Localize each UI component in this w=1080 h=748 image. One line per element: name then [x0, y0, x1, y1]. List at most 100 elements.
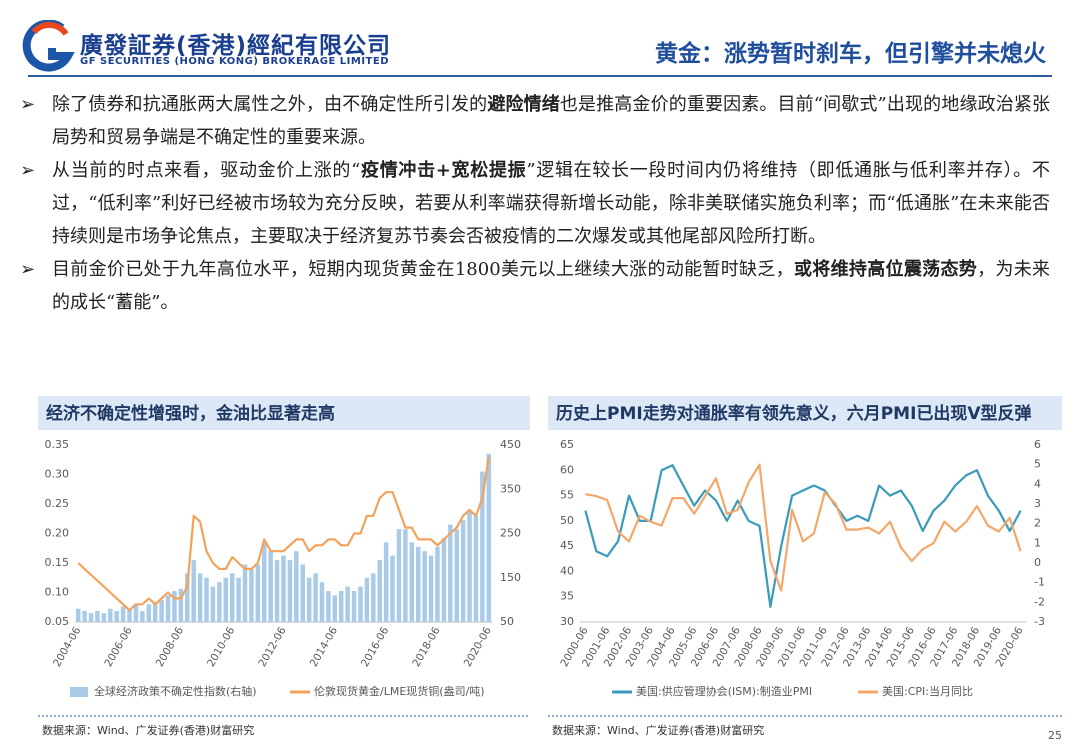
legend-label: 美国:CPI:当月同比 — [882, 684, 973, 698]
legend-label: 美国:供应管理协会(ISM):制造业PMI — [636, 684, 812, 698]
page-number: 25 — [1048, 729, 1062, 742]
bar — [242, 564, 248, 622]
bar — [127, 608, 132, 622]
bar — [313, 573, 318, 622]
bullet-text: 目前金价已处于九年高位水平，短期内现货黄金在1800美元以上继续大涨的动能暂时缺… — [52, 259, 794, 280]
bar — [101, 613, 107, 622]
line — [77, 456, 490, 612]
bar — [422, 551, 427, 622]
bullet-text: 除了债券和抗通胀两大属性之外，由不确定性所引发的 — [52, 94, 488, 115]
bar — [210, 586, 216, 622]
chart-title: 经济不确定性增强时，金油比显著走高 — [46, 403, 335, 424]
x-tick-label: 2014-06 — [308, 625, 340, 669]
x-tick-label: 2012-06 — [256, 625, 288, 669]
bar — [152, 602, 158, 622]
bullet: 目前金价已处于九年高位水平，短期内现货黄金在1800美元以上继续大涨的动能暂时缺… — [20, 253, 1050, 319]
bar — [383, 542, 389, 622]
legend-label: 全球经济政策不确定性指数(右轴) — [94, 684, 257, 698]
bar — [114, 610, 119, 622]
bullet-list: 除了债券和抗通胀两大属性之外，由不确定性所引发的避险情绪也是推高金价的重要因素。… — [20, 88, 1050, 319]
bar — [133, 604, 139, 622]
y-tick-label: 40 — [560, 564, 574, 577]
y2-tick-label: 350 — [500, 482, 521, 495]
x-tick-label: 2016-06 — [359, 625, 391, 669]
bar — [390, 555, 395, 622]
bar — [236, 577, 241, 622]
bar — [364, 577, 370, 622]
y-tick-label: 0.15 — [45, 556, 70, 569]
bar — [467, 511, 472, 622]
y-tick-label: 30 — [560, 615, 574, 628]
bar — [326, 591, 331, 622]
bar — [294, 551, 299, 622]
y2-tick-label: 50 — [500, 615, 514, 628]
source: 数据来源：Wind、广发证券(香港)财富研究 — [552, 723, 764, 737]
y-tick-label: 65 — [560, 438, 574, 451]
y-tick-label: 55 — [560, 489, 574, 502]
bar — [274, 560, 280, 622]
y2-tick-label: -1 — [1034, 576, 1045, 589]
bar — [428, 555, 434, 622]
x-tick-label: 2006-06 — [102, 625, 134, 669]
bar — [178, 588, 184, 622]
bullet-emphasis: 避险情绪 — [487, 94, 560, 115]
line — [585, 463, 1022, 592]
bullet: 从当前的时点来看，驱动金价上涨的“疫情冲击+宽松提振”逻辑在较长一段时间内仍将维… — [20, 154, 1050, 253]
bar — [460, 520, 466, 622]
bar — [197, 573, 203, 622]
bar — [338, 591, 344, 622]
slide-title: 黄金：涨势暂时刹车，但引擎并未熄火 — [655, 41, 1046, 67]
y-tick-label: 60 — [560, 463, 574, 476]
bar — [332, 595, 338, 622]
bar — [319, 582, 325, 622]
bar — [108, 608, 113, 622]
bar — [287, 560, 293, 622]
bar — [217, 582, 222, 622]
bar — [204, 577, 209, 622]
y2-tick-label: 1 — [1034, 536, 1041, 549]
x-tick-label: 2020-06 — [462, 625, 494, 669]
y2-tick-label: -2 — [1034, 595, 1045, 608]
y2-tick-label: 3 — [1034, 497, 1041, 510]
bar — [191, 560, 196, 622]
bar — [377, 560, 382, 622]
y2-tick-label: 6 — [1034, 438, 1041, 451]
y-tick-label: 45 — [560, 539, 574, 552]
bar — [185, 573, 190, 622]
bar — [396, 529, 402, 622]
company-name: 廣發証券(香港)經紀有限公司 — [80, 33, 392, 59]
logo — [22, 20, 75, 72]
bar — [95, 610, 100, 622]
bar — [306, 577, 312, 622]
y-tick-label: 0.10 — [45, 586, 70, 599]
source: 数据来源：Wind、广发证券(香港)财富研究 — [42, 723, 254, 737]
bar — [371, 573, 376, 622]
bar — [403, 529, 408, 622]
chart-title-box — [548, 396, 1062, 430]
chart-title: 历史上PMI走势对通胀率有领先意义，六月PMI已出现V型反弹 — [556, 403, 1032, 424]
bar — [415, 546, 421, 622]
y2-tick-label: 5 — [1034, 458, 1041, 471]
y-tick-label: 0.25 — [45, 497, 70, 510]
x-tick-label: 2010-06 — [205, 625, 237, 669]
bar — [486, 453, 492, 622]
bar — [165, 595, 171, 622]
bar — [140, 610, 145, 622]
bar — [229, 573, 235, 622]
bar — [345, 586, 350, 622]
y-tick-label: 35 — [560, 590, 574, 603]
y2-tick-label: 4 — [1034, 477, 1041, 490]
bar — [249, 568, 254, 622]
bar — [75, 608, 81, 622]
bar — [435, 546, 440, 622]
bar — [358, 586, 363, 622]
bullet-text: 从当前的时点来看，驱动金价上涨的“ — [52, 160, 361, 181]
y-tick-label: 0.20 — [45, 527, 70, 540]
bar — [268, 551, 273, 622]
bullet-text: 也是推高金价的重要因素。目前“间歇式”出现的地缘政治紧张局势和贸易争端是不确定性… — [52, 94, 1051, 148]
y-tick-label: 0.05 — [45, 615, 70, 628]
bullet-emphasis: 或将维持高位震荡态势 — [793, 259, 978, 280]
bullet-text: ”逻辑在较长一段时间内仍将维持（即低通胀与低利率并存）。不过，“低利率”利好已经… — [52, 160, 1050, 247]
